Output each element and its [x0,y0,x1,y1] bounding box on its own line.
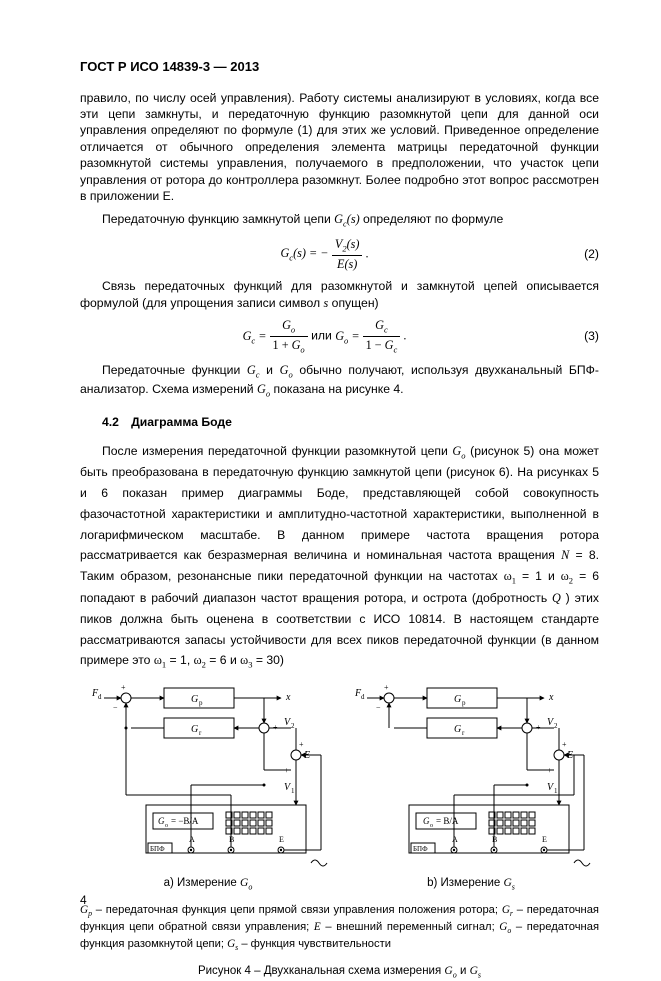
svg-text:B: B [492,835,497,844]
fig-title-gs: Gs [470,965,481,977]
svg-text:G: G [454,724,461,735]
svg-text:+: + [299,740,304,749]
leg-go: Go [499,921,511,933]
para-5-a: После измерения передаточной функции раз… [102,444,452,458]
svg-text:G: G [454,694,461,705]
svg-text:+: + [384,683,389,692]
svg-text:A: A [189,835,195,844]
para-5-g: = 1, [166,653,193,667]
para-3: Связь передаточных функций для разомкнут… [80,278,599,311]
figure-4b-svg: Fd + Gp x + V2 Gr [349,680,594,870]
para-5-b: (рисунок 5) она может быть преобразована… [80,444,599,563]
fig-title-go: Go [444,965,456,977]
leg-gr: Gr [502,904,513,916]
para-4-b: и [260,363,280,377]
leg-e: – функция чувствительности [238,938,391,950]
svg-text:= −B/A: = −B/A [171,816,199,826]
equation-2-num: (2) [569,246,599,262]
svg-text:p: p [462,699,466,707]
svg-text:1: 1 [291,787,295,795]
svg-text:G: G [191,694,198,705]
figure-4-legend: Gp – передаточная функция цепи прямой св… [80,903,599,953]
svg-text:E: E [542,835,547,844]
para-4: Передаточные функции Gc и Go обычно полу… [80,362,599,400]
equation-2-body: Gc(s) = − V2(s)E(s) . [80,236,569,272]
para-2-a: Передаточную функцию замкнутой цепи [102,212,334,226]
svg-text:= B/A: = B/A [436,816,459,826]
equation-3-body: Gc = Go1 + Go или Go = Gc1 − Gc . [80,317,569,356]
para-5-i: = 30) [252,653,284,667]
svg-text:d: d [361,693,365,701]
cap-a-pre: a) Измерение [164,877,240,889]
svg-text:G: G [158,816,165,826]
svg-text:+: + [121,683,126,692]
svg-text:A: A [452,835,458,844]
leg-c: – внешний переменный сигнал; [321,921,500,933]
sym-go2: Go [257,382,270,396]
sym-go: Go [280,363,293,377]
leg-E: E [314,921,321,933]
sym-gc: Gc(s) [334,212,359,226]
leg-gs: Gs [227,938,238,950]
svg-text:d: d [98,693,102,701]
svg-text:БПФ: БПФ [150,845,165,853]
para-3-b: опущен) [328,296,378,310]
svg-text:2: 2 [554,722,558,730]
figure-4b: Fd + Gp x + V2 Gr [349,680,594,893]
figure-4a-svg: Fd + Gp x + V2 Gr [86,680,331,870]
svg-text:r: r [462,729,465,737]
section-4-2-title: 4.2 Диаграмма Боде [102,414,599,430]
figure-4b-caption: b) Измерение Gs [349,876,594,893]
figure-4a: Fd + Gp x + V2 Gr [86,680,331,893]
para-2-b: определяют по формуле [360,212,504,226]
svg-text:E: E [279,835,284,844]
figure-4a-caption: a) Измерение Go [86,876,331,893]
figure-4-title: Рисунок 4 – Двухканальная схема измерени… [80,964,599,981]
sym-go3: Go [452,444,465,458]
para-5-d: = 1 и [516,569,561,583]
svg-text:x: x [285,692,291,703]
para-1: правило, по числу осей управления). Рабо… [80,90,599,205]
para-5: После измерения передаточной функции раз… [80,441,599,673]
cap-b-pre: b) Измерение [427,877,503,889]
para-4-a: Передаточные функции [102,363,247,377]
page-number: 4 [80,892,87,908]
equation-3: Gc = Go1 + Go или Go = Gc1 − Gc . (3) [80,317,599,356]
equation-2: Gc(s) = − V2(s)E(s) . (2) [80,236,599,272]
svg-text:r: r [199,729,202,737]
para-5-h: = 6 и [206,653,240,667]
fig-title-b: и [457,965,470,977]
svg-text:x: x [548,692,554,703]
svg-text:БПФ: БПФ [413,845,428,853]
para-4-d: показана на рисунке 4. [270,382,403,396]
svg-text:G: G [423,816,430,826]
cap-a-sym: Go [240,877,252,889]
equation-3-num: (3) [569,328,599,344]
sym-w2b: ω2 [194,653,206,667]
svg-text:−: − [113,703,118,712]
svg-text:1: 1 [554,787,558,795]
page: ГОСТ Р ИСО 14839-3 — 2013 правило, по чи… [0,0,661,936]
figure-4: Fd + Gp x + V2 Gr [80,680,599,893]
doc-header: ГОСТ Р ИСО 14839-3 — 2013 [80,58,599,76]
svg-text:o: o [165,823,168,829]
sym-w3: ω3 [240,653,252,667]
sym-w2: ω2 [561,569,573,583]
svg-text:o: o [430,823,433,829]
para-2: Передаточную функцию замкнутой цепи Gc(s… [80,211,599,230]
svg-text:+: + [562,740,567,749]
eq3-mid: или [311,329,335,343]
svg-text:−: − [376,703,381,712]
svg-text:B: B [229,835,234,844]
sym-w1: ω1 [504,569,516,583]
leg-a: – передаточная функция цепи прямой связи… [92,904,502,916]
sym-Q: Q [552,591,561,605]
svg-text:p: p [199,699,203,707]
svg-text:G: G [191,724,198,735]
sym-w1b: ω1 [154,653,166,667]
sym-gc2: Gc [247,363,260,377]
svg-text:2: 2 [291,722,295,730]
fig-title-a: Рисунок 4 – Двухканальная схема измерени… [198,965,444,977]
cap-b-sym: Gs [503,877,514,889]
